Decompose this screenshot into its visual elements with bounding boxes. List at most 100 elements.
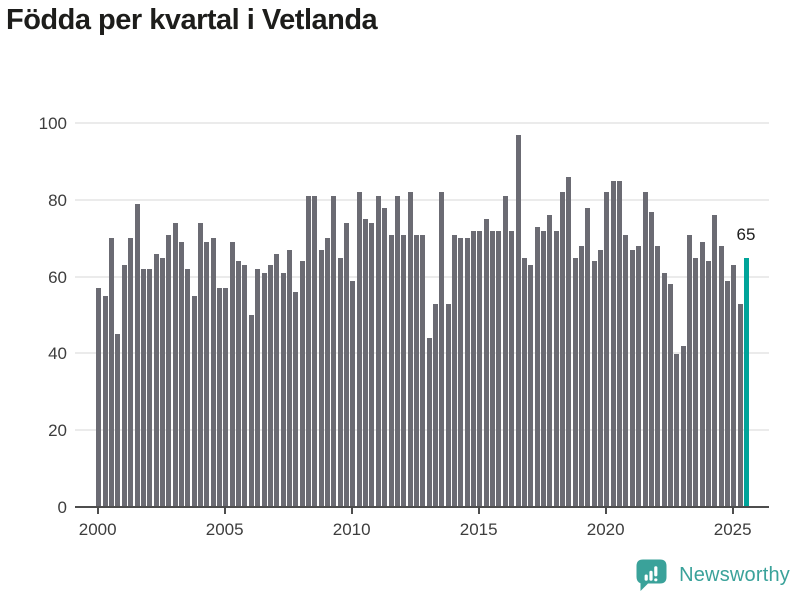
bar xyxy=(293,292,299,507)
bar xyxy=(509,230,515,507)
bar xyxy=(280,272,286,507)
highlight-value-label: 65 xyxy=(736,225,756,244)
y-axis-tick-label: 40 xyxy=(48,344,67,364)
bar xyxy=(401,234,407,507)
y-gridline xyxy=(75,122,769,125)
bar xyxy=(610,180,616,507)
x-axis-tick-label: 2010 xyxy=(332,520,371,539)
bar xyxy=(312,196,318,507)
bar xyxy=(591,261,597,507)
y-axis-tick-label: 80 xyxy=(48,190,67,210)
bar xyxy=(547,215,553,507)
page-title: Födda per kvartal i Vetlanda xyxy=(6,4,378,36)
x-axis-tick xyxy=(96,507,99,514)
bar xyxy=(305,196,311,507)
bar xyxy=(318,249,324,507)
bar xyxy=(166,234,172,507)
bar xyxy=(699,242,705,507)
bar xyxy=(426,338,432,507)
y-axis-tick-label: 60 xyxy=(48,267,67,287)
bar xyxy=(178,242,184,507)
bar xyxy=(248,315,254,507)
bar xyxy=(198,223,203,507)
newsworthy-logo-text: Newsworthy xyxy=(679,563,790,586)
bar xyxy=(109,238,115,507)
bar xyxy=(337,257,343,507)
bar xyxy=(325,238,330,507)
bar xyxy=(153,253,159,507)
bar xyxy=(674,353,680,507)
x-axis-tick-label: 2005 xyxy=(205,520,244,539)
bar xyxy=(185,269,191,507)
x-axis-tick-label: 2020 xyxy=(586,520,625,539)
bar xyxy=(439,192,445,507)
x-axis-tick xyxy=(731,507,734,514)
bar xyxy=(553,230,559,507)
bar xyxy=(617,180,623,507)
bar xyxy=(502,196,508,507)
bar xyxy=(445,303,451,507)
bar xyxy=(540,230,546,507)
x-axis-tick xyxy=(477,507,480,514)
bar xyxy=(458,238,464,507)
bar xyxy=(712,215,718,507)
bar xyxy=(274,253,280,507)
bar xyxy=(255,269,261,507)
bar xyxy=(636,246,642,507)
bar xyxy=(661,272,667,507)
bar xyxy=(718,246,724,507)
bar xyxy=(686,234,692,507)
bar xyxy=(706,261,711,507)
bar xyxy=(331,196,337,507)
bar xyxy=(452,234,457,507)
bar xyxy=(344,223,350,507)
bar xyxy=(534,226,540,507)
bar xyxy=(623,234,629,507)
y-axis-tick-label: 100 xyxy=(38,114,67,134)
bar xyxy=(572,257,578,507)
bar xyxy=(267,265,273,507)
bar xyxy=(490,230,496,507)
bar xyxy=(483,219,489,507)
bar xyxy=(172,223,178,507)
bar xyxy=(388,234,394,507)
x-axis-line xyxy=(75,506,769,508)
x-axis-tick-label: 2015 xyxy=(459,520,498,539)
bar xyxy=(242,265,248,507)
bar xyxy=(604,192,610,507)
bar xyxy=(559,192,565,507)
x-axis-tick-label: 2025 xyxy=(713,520,752,539)
bar xyxy=(115,334,121,507)
bar xyxy=(521,257,527,507)
bar xyxy=(217,288,223,507)
bar xyxy=(140,269,146,507)
bar xyxy=(356,192,362,507)
bar xyxy=(223,288,229,507)
bar xyxy=(236,261,242,507)
newsworthy-logo: Newsworthy xyxy=(635,558,790,592)
bar xyxy=(528,265,534,507)
bar xyxy=(121,265,127,507)
bar xyxy=(566,176,572,507)
x-axis-tick-label: 2000 xyxy=(78,520,117,539)
bar xyxy=(471,230,477,507)
bar xyxy=(102,295,108,507)
y-axis-tick-label: 0 xyxy=(57,498,67,517)
bar xyxy=(737,303,743,507)
bar xyxy=(585,207,591,507)
bar xyxy=(598,249,604,507)
bar xyxy=(363,219,369,507)
bar xyxy=(407,192,413,507)
bar xyxy=(515,134,521,507)
bar xyxy=(496,230,502,507)
x-axis-tick xyxy=(604,507,607,514)
bar xyxy=(680,345,686,507)
bar-chart-speech-bubble-icon xyxy=(635,558,668,592)
bar xyxy=(375,196,381,507)
bar xyxy=(210,238,216,507)
bar xyxy=(648,211,654,507)
bar xyxy=(261,272,267,507)
bar xyxy=(299,261,305,507)
bar xyxy=(134,203,140,507)
